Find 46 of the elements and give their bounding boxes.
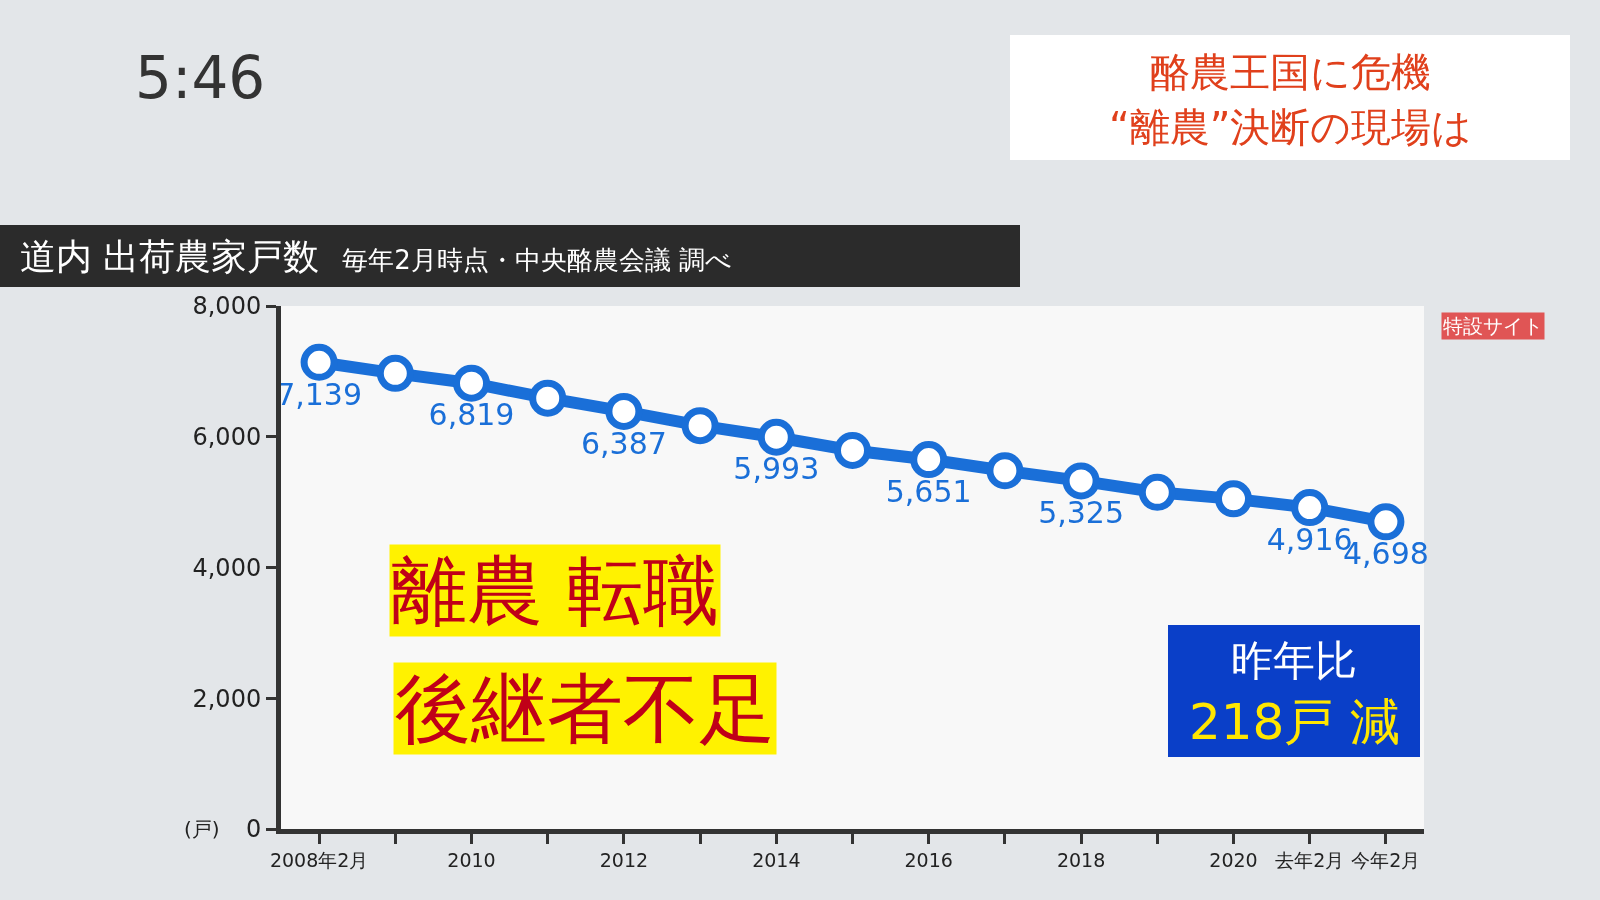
annotation: 離農 転職 — [391, 546, 720, 635]
y-tick-label: 4,000 — [192, 553, 262, 582]
data-label: 5,651 — [885, 473, 972, 509]
x-tick-label: 2014 — [752, 848, 801, 871]
text: “離農”決断の現場は — [1109, 104, 1473, 150]
x-tick-label: 2012 — [599, 848, 649, 871]
text: 特設サイト — [1443, 314, 1543, 338]
point — [300, 343, 338, 381]
point — [376, 354, 414, 392]
chart-title: 道内 出荷農家戸数 — [20, 235, 320, 277]
point — [605, 392, 643, 430]
annotation: 218戸 減 — [1189, 693, 1401, 751]
x-tick-label: 今年2月 — [1351, 848, 1421, 871]
point — [986, 452, 1024, 490]
data-label: 5,325 — [1038, 495, 1125, 531]
y-tick-label: 2,000 — [192, 684, 262, 713]
x-tick-label: 2018 — [1056, 848, 1106, 871]
point — [910, 441, 948, 479]
y-tick-label: 0 — [245, 815, 262, 844]
point — [529, 379, 567, 417]
y-tick-label: 6,000 — [192, 423, 262, 452]
point — [1138, 473, 1176, 511]
point — [834, 431, 871, 469]
data-label: 6,387 — [580, 425, 667, 461]
data-label: 7,139 — [276, 376, 363, 412]
x-tick-label: 2020 — [1209, 848, 1258, 871]
point — [681, 407, 719, 445]
x-tick-label: 2016 — [904, 848, 953, 871]
x-tick-label: 2008年2月 — [269, 848, 369, 871]
x-tick-label: 去年2月 — [1275, 848, 1345, 871]
text: 酪農王国に危機 — [1150, 49, 1431, 95]
data-label: 5,993 — [733, 451, 820, 487]
point — [1367, 503, 1405, 541]
point — [757, 418, 795, 456]
point — [1291, 489, 1329, 527]
y-tick-label: 8,000 — [192, 292, 262, 321]
point — [1215, 480, 1252, 518]
text: 5:46 — [135, 44, 266, 112]
x-tick-label: 2010 — [447, 848, 496, 871]
point — [1062, 462, 1100, 500]
point — [453, 364, 490, 402]
data-label: 6,819 — [428, 397, 515, 433]
annotation: 後継者不足 — [395, 664, 775, 753]
y-axis-title: (戸) — [184, 817, 220, 841]
chart-subtitle: 毎年2月時点・中央酪農会議 調べ — [342, 244, 733, 275]
annotation: 昨年比 — [1231, 636, 1357, 685]
